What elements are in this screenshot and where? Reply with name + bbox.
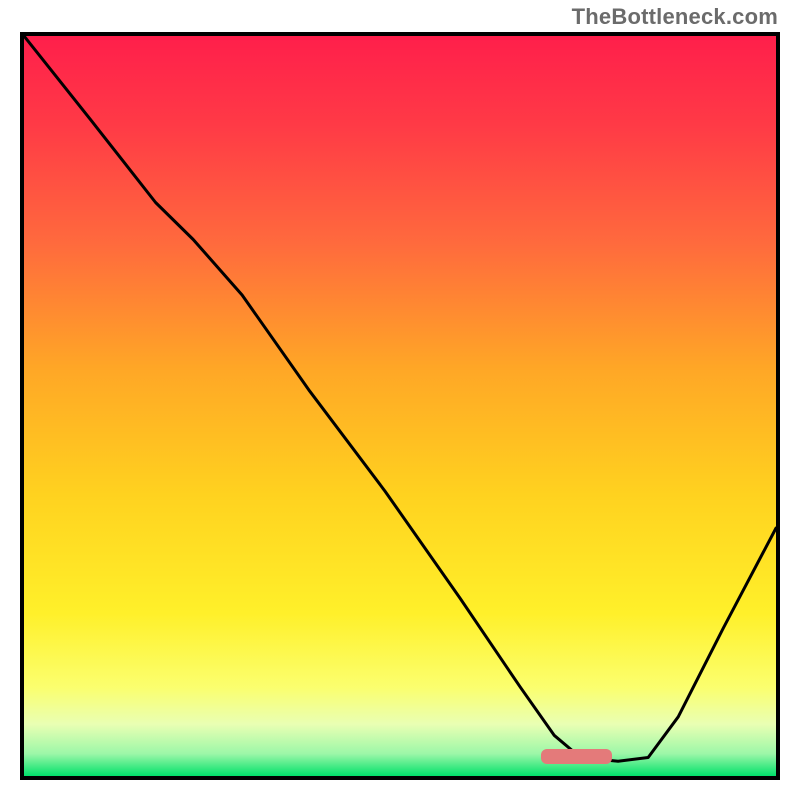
plot-area <box>20 32 780 780</box>
bottleneck-curve <box>24 36 776 776</box>
valley-marker <box>541 749 612 764</box>
bottleneck-chart: TheBottleneck.com <box>0 0 800 800</box>
watermark-text: TheBottleneck.com <box>572 4 778 30</box>
